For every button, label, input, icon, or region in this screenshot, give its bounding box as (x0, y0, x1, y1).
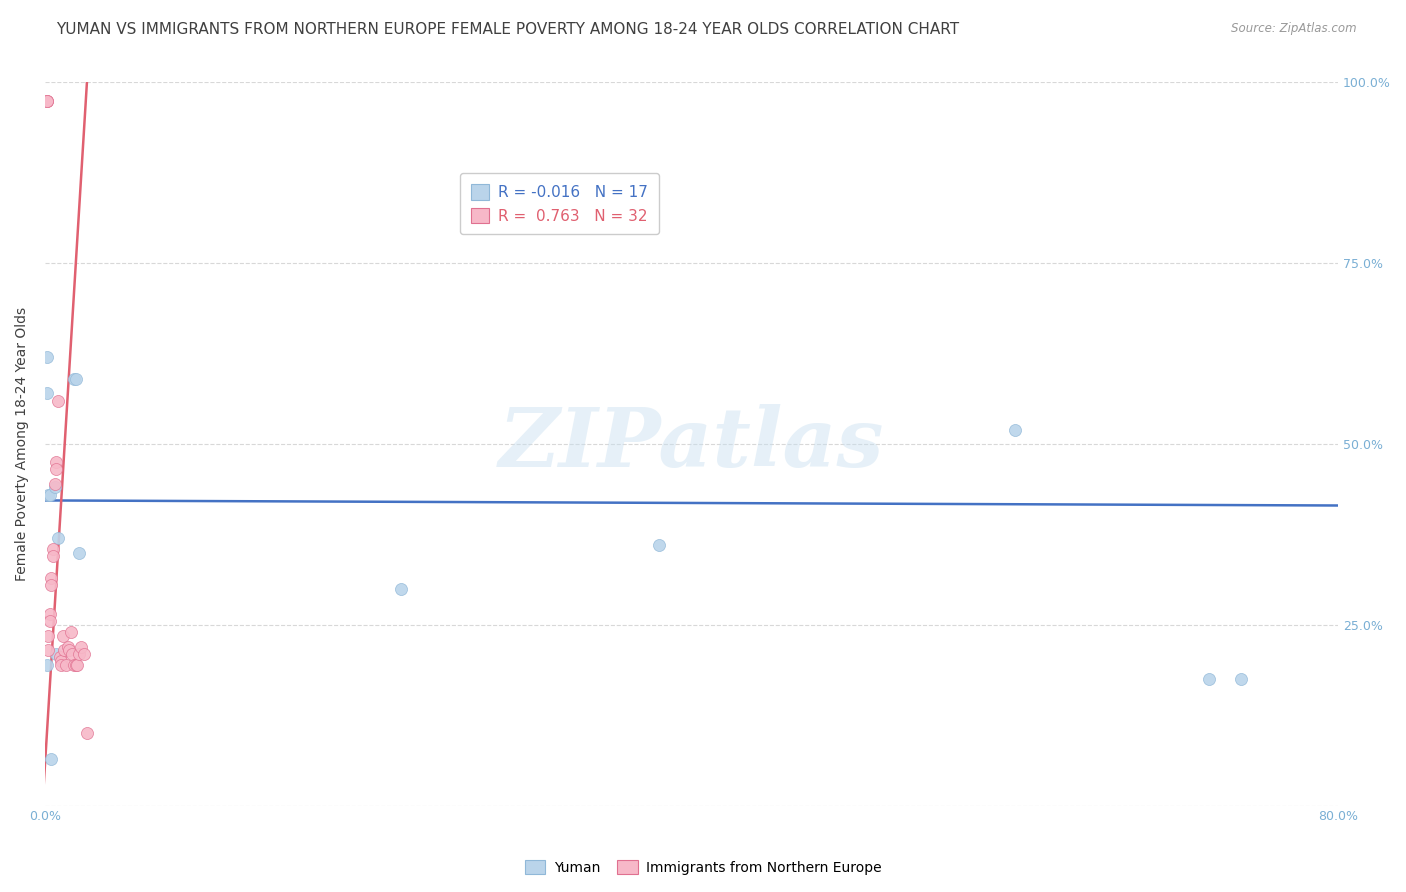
Text: YUMAN VS IMMIGRANTS FROM NORTHERN EUROPE FEMALE POVERTY AMONG 18-24 YEAR OLDS CO: YUMAN VS IMMIGRANTS FROM NORTHERN EUROPE… (56, 22, 959, 37)
Y-axis label: Female Poverty Among 18-24 Year Olds: Female Poverty Among 18-24 Year Olds (15, 307, 30, 581)
Legend: Yuman, Immigrants from Northern Europe: Yuman, Immigrants from Northern Europe (519, 855, 887, 880)
Point (53, 643, 76, 657)
Point (41, 751, 63, 765)
Point (38, 488, 60, 502)
Point (42, 549, 65, 563)
Point (63, 657, 86, 672)
Point (35, 94, 58, 108)
Point (45, 455, 67, 469)
Point (44, 480, 66, 494)
Point (67, 647, 90, 661)
Point (65, 657, 87, 672)
Point (73, 647, 96, 661)
Point (59, 625, 82, 640)
Text: Source: ZipAtlas.com: Source: ZipAtlas.com (1232, 22, 1357, 36)
Point (49, 657, 72, 672)
Point (49, 654, 72, 668)
Point (56, 640, 79, 654)
Point (46, 531, 69, 545)
Point (41, 571, 63, 585)
Text: ZIPatlas: ZIPatlas (499, 404, 884, 484)
Point (69, 640, 91, 654)
Point (38, 614, 60, 628)
Point (41, 578, 63, 592)
Point (35, 386, 58, 401)
Point (67, 545, 90, 559)
Point (65, 372, 87, 386)
Point (42, 541, 65, 556)
Point (66, 657, 89, 672)
Point (389, 582, 412, 596)
Point (58, 643, 80, 657)
Point (35, 657, 58, 672)
Point (1004, 423, 1026, 437)
Point (648, 538, 671, 552)
Point (38, 607, 60, 621)
Point (52, 629, 75, 643)
Point (37, 643, 59, 657)
Point (35, 351, 58, 365)
Point (44, 476, 66, 491)
Point (63, 372, 86, 386)
Point (37, 629, 59, 643)
Point (35, 94, 58, 108)
Point (55, 657, 77, 672)
Point (1198, 672, 1220, 686)
Point (45, 462, 67, 476)
Point (37, 488, 59, 502)
Legend: R = -0.016   N = 17, R =  0.763   N = 32: R = -0.016 N = 17, R = 0.763 N = 32 (460, 173, 659, 235)
Point (76, 726, 98, 740)
Point (1230, 672, 1253, 686)
Point (48, 650, 70, 665)
Point (62, 647, 84, 661)
Point (35, 94, 58, 108)
Point (46, 393, 69, 408)
Point (45, 647, 67, 661)
